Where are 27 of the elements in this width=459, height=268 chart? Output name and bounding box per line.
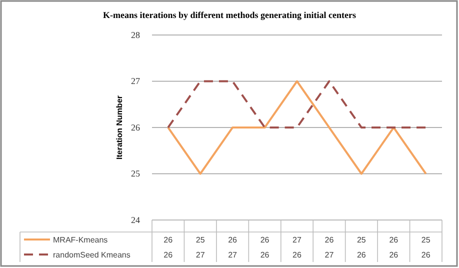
legend-label: randomSeed Kmeans	[53, 250, 130, 260]
data-label: 27	[196, 250, 206, 260]
data-label: 26	[292, 250, 302, 260]
data-label: 26	[260, 236, 270, 244]
data-label: 27	[228, 250, 238, 260]
data-label: 25	[196, 236, 206, 244]
y-tick-label: 27	[131, 76, 140, 86]
y-tick-label: 28	[131, 30, 140, 40]
y-tick-label: 24	[131, 214, 140, 225]
data-label: 26	[389, 236, 399, 244]
data-label: 27	[324, 250, 334, 260]
y-tick-label: 25	[131, 168, 140, 179]
data-label: 26	[421, 250, 431, 260]
chart-title: K-means iterations by different methods generating initial centers	[102, 10, 357, 20]
data-label: 27	[292, 236, 302, 244]
y-tick-label: 26	[131, 122, 140, 132]
data-label: 26	[356, 250, 366, 260]
data-label: 26	[389, 250, 399, 260]
y-axis-title: Iteration Number	[115, 95, 124, 160]
data-label: 25	[421, 236, 431, 244]
data-label: 25	[356, 236, 366, 244]
data-label: 26	[164, 236, 174, 244]
data-label: 26	[324, 236, 334, 244]
data-label: 26	[164, 250, 174, 260]
legend-label: MRAF-Kmeans	[53, 236, 108, 244]
data-label: 26	[228, 236, 238, 244]
data-label: 26	[260, 250, 270, 260]
